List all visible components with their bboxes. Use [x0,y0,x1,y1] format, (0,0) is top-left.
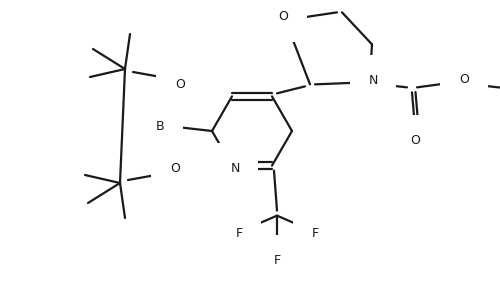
Text: O: O [170,162,180,175]
Text: O: O [410,134,420,147]
Text: O: O [278,10,288,23]
Text: F: F [312,227,318,240]
Text: O: O [175,77,185,91]
Text: B: B [156,120,164,132]
Text: O: O [459,73,469,86]
Text: F: F [274,254,280,267]
Text: N: N [368,74,378,87]
Text: N: N [230,162,239,175]
Text: F: F [236,227,242,240]
